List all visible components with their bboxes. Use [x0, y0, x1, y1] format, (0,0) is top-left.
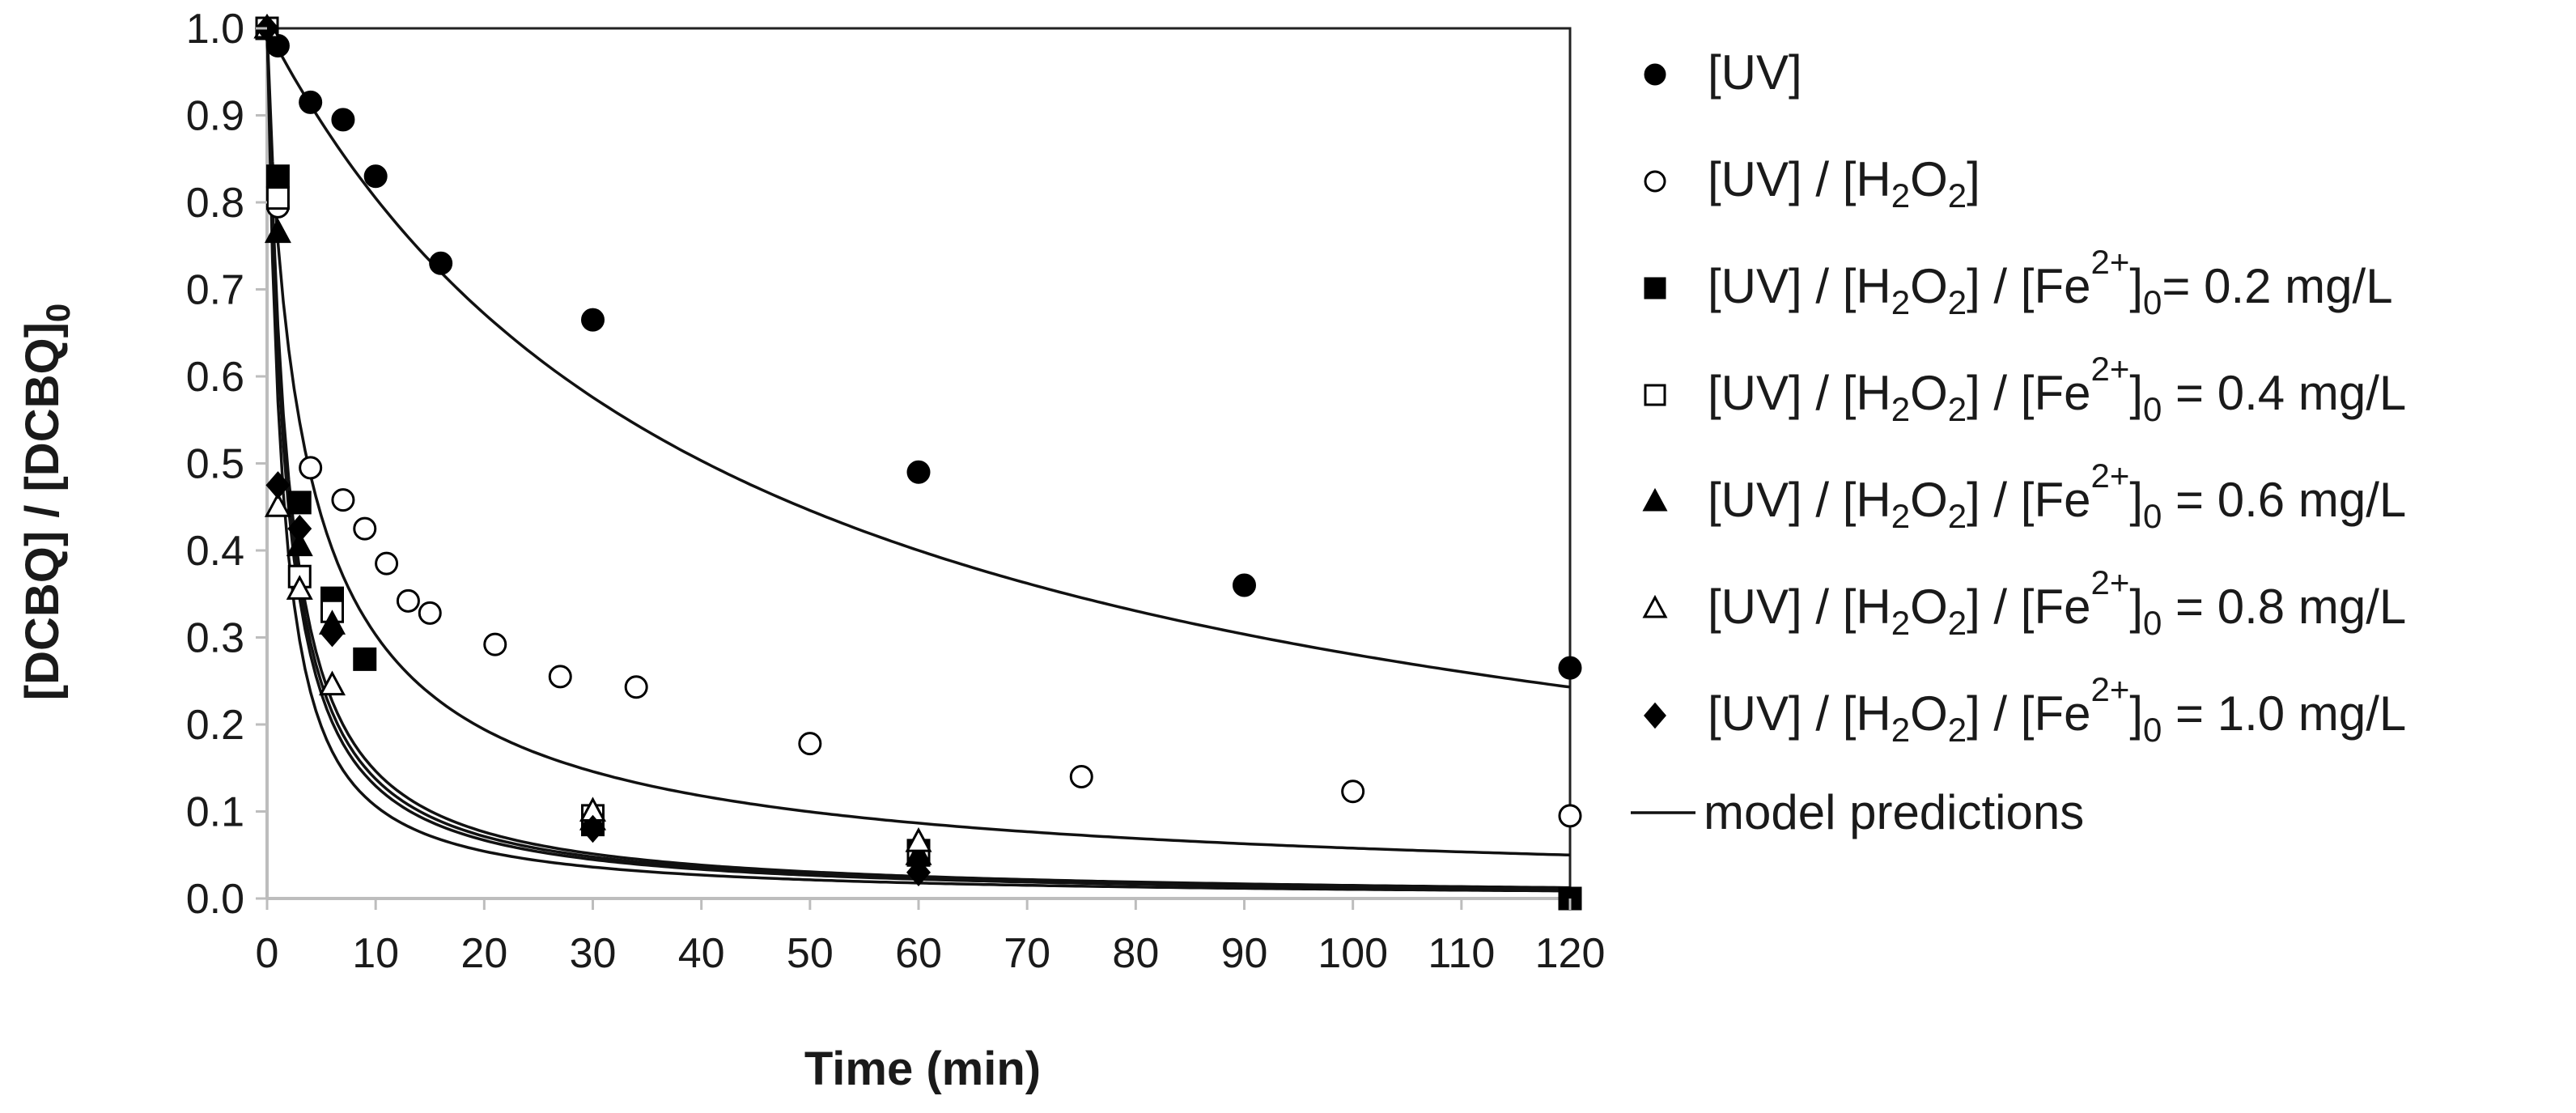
x-tick-label: 0 [256, 930, 279, 977]
x-tick-label: 110 [1428, 930, 1495, 977]
data-point [1558, 804, 1582, 828]
y-tick-label: 0.8 [186, 180, 244, 227]
data-point [1644, 170, 1666, 193]
data-point [353, 647, 377, 671]
data-point [396, 588, 420, 613]
data-point [581, 308, 605, 332]
data-point [483, 632, 507, 656]
legend-label: [UV] / [H2O2] [1708, 152, 1980, 215]
legend-label: [UV] / [H2O2] / [Fe2+]0 = 0.8 mg/L [1708, 563, 2406, 642]
x-tick-label: 120 [1535, 930, 1606, 977]
data-point [418, 601, 442, 625]
data-point [331, 108, 355, 132]
y-tick-label: 0.6 [186, 354, 244, 401]
data-point [299, 90, 323, 114]
data-point [1644, 702, 1666, 729]
data-point [905, 826, 932, 852]
data-point [1642, 487, 1668, 512]
x-tick-label: 10 [352, 930, 399, 977]
legend-label: [UV] / [H2O2] / [Fe2+]0 = 0.4 mg/L [1708, 350, 2406, 428]
model-curve [265, 28, 1571, 891]
data-point [375, 551, 399, 576]
y-tick-label: 1.0 [186, 6, 244, 53]
x-tick-label: 60 [895, 930, 942, 977]
data-point [1558, 656, 1582, 680]
data-point [353, 516, 377, 541]
data-point [287, 491, 312, 515]
data-point [264, 218, 291, 244]
data-point [265, 164, 290, 189]
x-tick-label: 20 [460, 930, 507, 977]
model-curve [265, 28, 1571, 857]
data-point [286, 531, 313, 557]
x-tick-label: 40 [678, 930, 725, 977]
data-point [331, 488, 355, 512]
model-curve [265, 28, 1571, 893]
legend: [UV] [UV] / [H2O2] [UV] / [H2O2] / [Fe2+]0… [1631, 45, 2406, 839]
data-point [798, 732, 822, 756]
y-tick-label: 0.5 [186, 441, 244, 488]
y-tick-label: 0.3 [186, 615, 244, 662]
data-point [1233, 573, 1256, 597]
data-point [286, 575, 313, 600]
data-point [320, 618, 345, 648]
legend-model-label: model predictions [1704, 785, 2084, 839]
y-tick-label: 0.2 [186, 702, 244, 749]
model-curve [265, 28, 1571, 689]
data-point [624, 675, 648, 699]
data-point [1341, 780, 1365, 804]
data-point [264, 492, 291, 517]
data-point [1644, 384, 1666, 406]
data-markers-layer [253, 13, 1582, 911]
model-curve [265, 28, 1571, 890]
x-tick-label: 100 [1318, 930, 1388, 977]
y-tick-label: 0.4 [186, 528, 244, 575]
x-tick-label: 70 [1004, 930, 1050, 977]
data-point [1642, 594, 1668, 618]
data-point [1644, 277, 1666, 299]
y-tick-label: 0.7 [186, 267, 244, 314]
data-point [1644, 63, 1666, 86]
legend-label: [UV] / [H2O2] / [Fe2+]0 = 0.6 mg/L [1708, 457, 2406, 535]
y-tick-label: 0.0 [186, 876, 244, 923]
y-tick-label: 0.9 [186, 93, 244, 140]
x-axis-title: Time (min) [804, 1043, 1041, 1095]
data-point [363, 164, 388, 189]
model-curves-layer [265, 28, 1571, 893]
y-tick-label: 0.1 [186, 789, 244, 836]
x-tick-label: 50 [787, 930, 834, 977]
data-point [318, 670, 346, 696]
data-point [287, 514, 312, 543]
tick-labels-layer: 0 10 20 30 40 50 60 70 80 90 100 110 120 0.0 0.1 0.2 0.3… [186, 6, 1606, 977]
svg-text:[DCBQ] / [DCBQ]0: [DCBQ] / [DCBQ]0 [16, 304, 77, 701]
data-point [1069, 765, 1093, 788]
data-point [906, 460, 931, 484]
data-point [906, 858, 931, 887]
data-point [265, 471, 291, 499]
data-point [265, 186, 290, 210]
data-point [548, 665, 572, 689]
x-tick-label: 80 [1112, 930, 1159, 977]
data-point [580, 814, 605, 843]
model-curve [265, 28, 1570, 890]
y-axis-title: [DCBQ] / [DCBQ]0 [16, 304, 77, 701]
legend-label: [UV] / [H2O2] / [Fe2+]0= 0.2 mg/L [1708, 243, 2393, 321]
data-point [429, 251, 453, 275]
x-tick-label: 90 [1221, 930, 1268, 977]
legend-label: [UV] [1708, 45, 1802, 100]
data-point [299, 456, 323, 480]
x-tick-label: 30 [570, 930, 617, 977]
legend-label: [UV] / [H2O2] / [Fe2+]0 = 1.0 mg/L [1708, 670, 2406, 749]
